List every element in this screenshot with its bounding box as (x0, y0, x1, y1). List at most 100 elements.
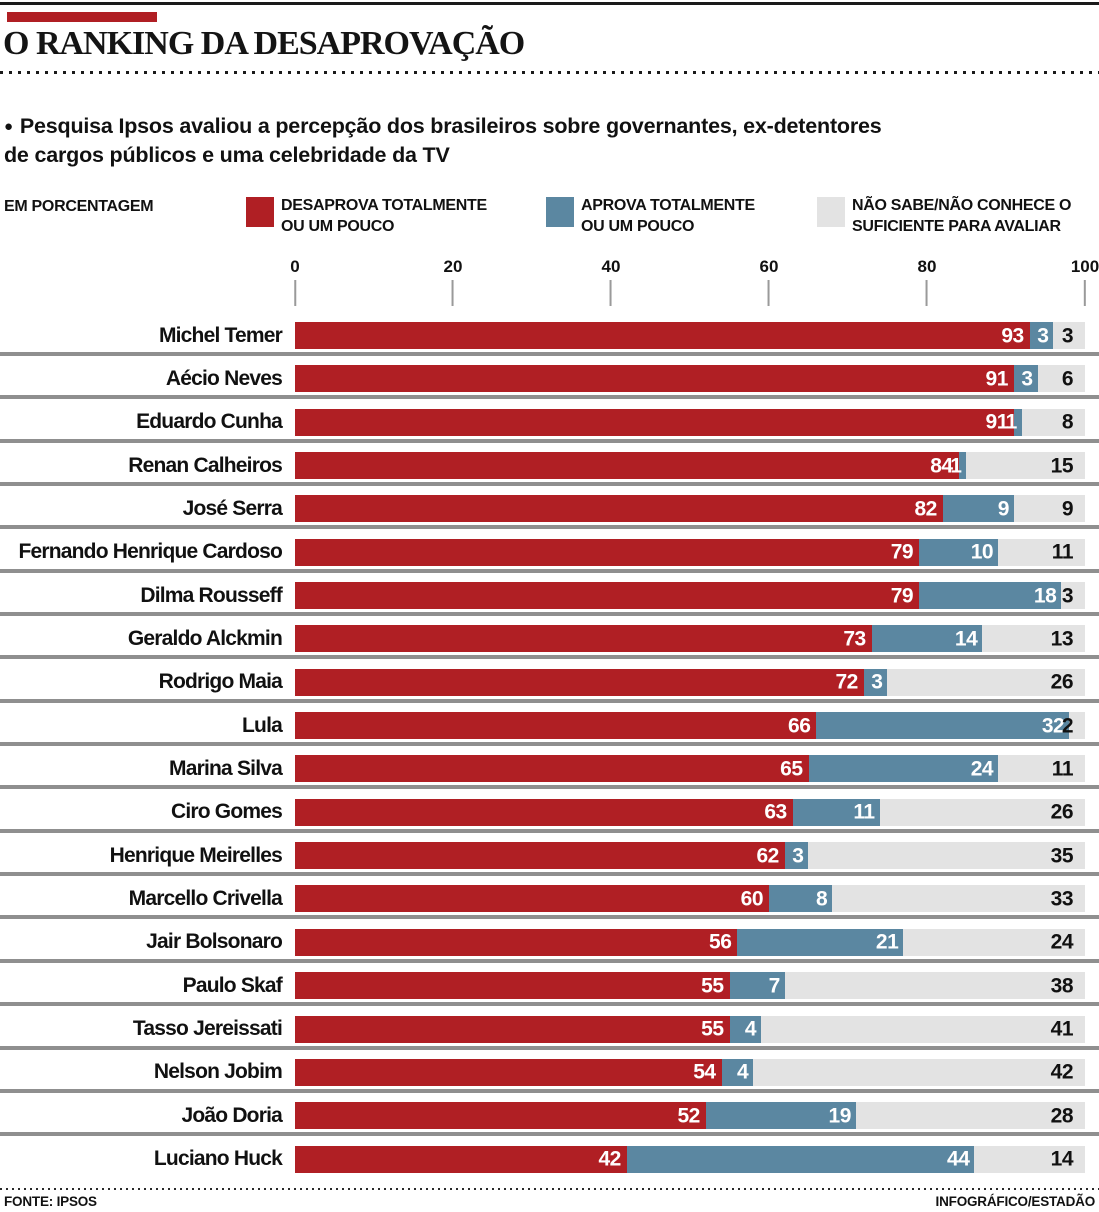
chart-row-main: Aécio Neves 91 3 6 (0, 365, 1099, 393)
footer: FONTE: IPSOS INFOGRÁFICO/ESTADÃO (0, 1190, 1099, 1209)
bar-segment-desaprova-value: 93 (1001, 324, 1024, 347)
bar-segment-desaprova: 93 (295, 322, 1030, 349)
chart-row: Fernando Henrique Cardoso 79 10 11 (0, 536, 1099, 579)
bar-segment-desaprova: 60 (295, 885, 769, 913)
x-axis: 0 20 40 60 80 100 (290, 257, 1099, 309)
row-separator (0, 742, 1099, 747)
bar-segment-nao-sabe-value: 26 (1050, 670, 1074, 694)
axis-tick-label: 20 (443, 257, 463, 276)
bar-segment-desaprova-value: 65 (780, 757, 803, 781)
bar-segment-nao-sabe: 26 (887, 668, 1085, 696)
bar-segment-nao-sabe: 3 (1053, 322, 1085, 349)
row-label: Fernando Henrique Cardoso (18, 540, 282, 564)
legend: EM PORCENTAGEM DESAPROVA TOTALMENTE OU U… (0, 195, 1099, 243)
bar-segment-aprova-value: 4 (744, 1017, 757, 1041)
row-separator (0, 785, 1099, 790)
chart-row: Michel Temer 93 3 3 (0, 319, 1099, 362)
bar-segment-aprova-value: 3 (1037, 324, 1049, 347)
red-kicker-bar (7, 12, 157, 22)
chart-row: Marcello Crivella 60 8 33 (0, 882, 1099, 925)
row-separator (0, 612, 1099, 617)
row-separator (0, 1002, 1099, 1007)
intro-text: ● Pesquisa Ipsos avaliou a percepção dos … (4, 112, 1099, 169)
chart-row: Luciano Huck 42 44 14 (0, 1143, 1099, 1186)
bar-segment-aprova: 3 (1013, 365, 1038, 393)
stacked-bar: 79 18 3 (295, 582, 1085, 610)
row-separator (0, 1045, 1099, 1050)
bar-segment-aprova: 3 (784, 842, 809, 870)
stacked-bar: 84 1 15 (295, 452, 1085, 480)
row-label: Dilma Rousseff (140, 583, 282, 607)
chart-row-main: Renan Calheiros 84 1 15 (0, 452, 1099, 480)
chart-row: Henrique Meirelles 62 3 35 (0, 839, 1099, 882)
axis-tick-mark (925, 280, 928, 306)
bar-segment-aprova: 3 (863, 668, 888, 696)
bar-segment-nao-sabe: 8 (1021, 408, 1085, 436)
bar-segment-desaprova-value: 62 (756, 844, 779, 868)
axis-tick-label: 40 (601, 257, 621, 276)
bar-segment-desaprova-value: 91 (985, 410, 1009, 434)
legend-label-desaprova: DESAPROVA TOTALMENTE OU UM POUCO (281, 197, 487, 235)
bar-segment-nao-sabe: 13 (982, 625, 1085, 653)
legend-unit-label: EM PORCENTAGEM (4, 198, 154, 215)
legend-item-desaprova: DESAPROVA TOTALMENTE OU UM POUCO (246, 195, 487, 237)
bar-segment-nao-sabe: 15 (966, 452, 1085, 480)
row-separator (0, 352, 1099, 356)
bar-segment-desaprova: 72 (295, 668, 864, 696)
bar-segment-desaprova-value: 56 (709, 930, 732, 954)
stacked-bar: 52 19 28 (295, 1102, 1085, 1130)
bar-segment-aprova-value: 3 (1021, 367, 1033, 391)
bar-segment-nao-sabe: 24 (903, 928, 1085, 956)
stacked-bar: 63 11 26 (295, 798, 1085, 826)
bar-segment-nao-sabe-value: 2 (1061, 714, 1074, 738)
bar-segment-nao-sabe-value: 35 (1050, 844, 1074, 868)
row-separator (0, 698, 1099, 703)
row-separator (0, 482, 1099, 487)
chart-row-main: Marcello Crivella 60 8 33 (0, 885, 1099, 913)
axis-tick-mark (767, 280, 770, 306)
bar-segment-nao-sabe-value: 3 (1061, 324, 1074, 347)
axis-tick-mark (294, 280, 296, 306)
bar-segment-aprova-value: 11 (853, 800, 875, 824)
chart-row: Nelson Jobim 54 4 42 (0, 1056, 1099, 1099)
page-title: O RANKING DA DESAPROVAÇÃO (3, 25, 525, 62)
chart-row-main: João Doria 52 19 28 (0, 1102, 1099, 1130)
bar-segment-desaprova-value: 79 (890, 540, 914, 564)
bar-segment-nao-sabe-value: 41 (1050, 1017, 1074, 1041)
bar-segment-aprova: 7 (729, 972, 785, 1000)
bar-segment-nao-sabe: 11 (998, 538, 1085, 566)
bar-segment-desaprova: 63 (295, 798, 793, 826)
bar-segment-aprova: 4 (729, 1015, 762, 1043)
chart-row: Marina Silva 65 24 11 (0, 752, 1099, 795)
stacked-bar: 66 32 2 (295, 712, 1085, 740)
bar-segment-nao-sabe: 14 (974, 1145, 1085, 1173)
row-separator (0, 915, 1099, 920)
row-label: Michel Temer (158, 323, 283, 347)
row-label: Tasso Jereissati (132, 1017, 283, 1040)
bar-segment-nao-sabe: 42 (753, 1058, 1085, 1086)
row-label: Renan Calheiros (128, 453, 283, 477)
row-label: Aécio Neves (165, 366, 283, 390)
chart-row: Aécio Neves 91 3 6 (0, 362, 1099, 405)
bar-segment-aprova: 44 (626, 1145, 975, 1173)
axis-tick-80: 80 (918, 257, 936, 306)
chart-row-main: Nelson Jobim 54 4 42 (0, 1058, 1099, 1086)
bar-segment-desaprova: 66 (295, 712, 817, 740)
bar-segment-desaprova-value: 54 (693, 1060, 716, 1084)
chart-row: Jair Bolsonaro 56 21 24 (0, 926, 1099, 969)
axis-tick-label: 60 (759, 257, 779, 276)
credit-label: INFOGRÁFICO/ESTADÃO (935, 1193, 1096, 1209)
stacked-bar: 55 7 38 (295, 972, 1085, 1000)
row-label: Marcello Crivella (128, 886, 283, 910)
legend-label-nao-sabe: NÃO SABE/NÃO CONHECE O SUFICIENTE PARA A… (852, 197, 1072, 235)
bar-segment-nao-sabe: 11 (998, 755, 1085, 783)
chart-row-main: Lula 66 32 2 (0, 712, 1099, 740)
chart-row-main: Eduardo Cunha 91 1 8 (0, 408, 1099, 436)
bar-segment-desaprova: 79 (295, 538, 920, 566)
row-separator (0, 1132, 1099, 1137)
intro-text-body: Pesquisa Ipsos avaliou a percepção dos b… (4, 114, 882, 167)
source-label: FONTE: IPSOS (4, 1193, 97, 1209)
chart-row-main: José Serra 82 9 9 (0, 495, 1099, 523)
bar-segment-aprova-value: 19 (828, 1104, 852, 1128)
